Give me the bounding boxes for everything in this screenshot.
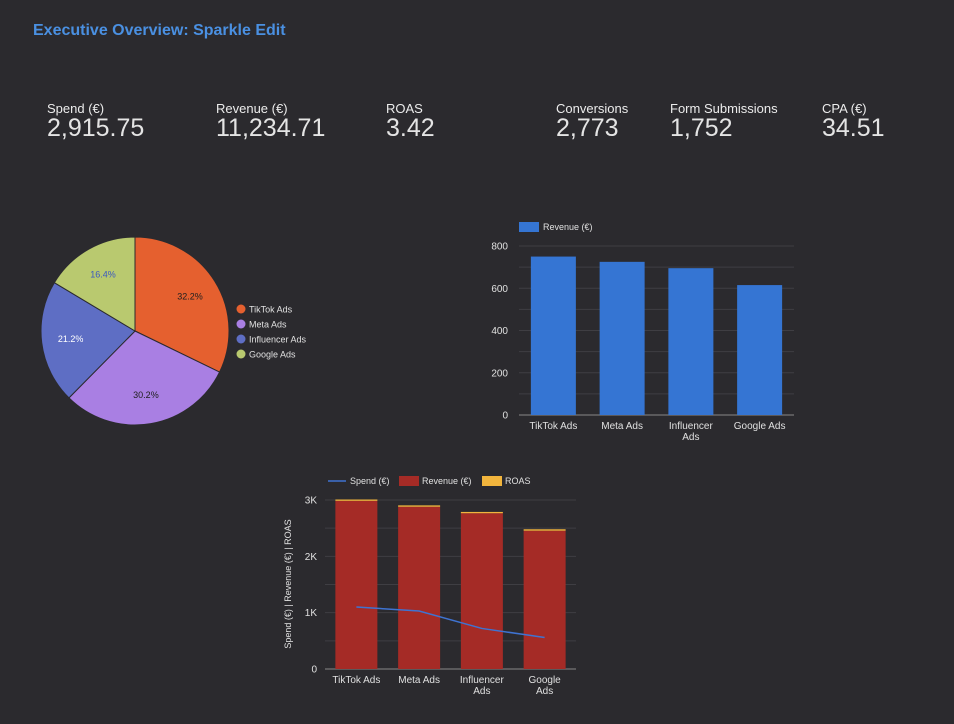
x-tick-label: Meta Ads bbox=[601, 421, 643, 432]
pie-legend-marker bbox=[236, 304, 246, 314]
x-tick-label: Influencer Ads bbox=[669, 421, 714, 443]
pie-legend-label: Influencer Ads bbox=[249, 335, 307, 345]
revenue-bar bbox=[398, 506, 441, 669]
kpi-label: Conversions bbox=[556, 101, 629, 116]
revenue-bar bbox=[523, 530, 566, 669]
x-tick-label: TikTok Ads bbox=[332, 675, 380, 686]
roas-bar bbox=[460, 511, 503, 514]
kpi-roas: ROAS 3.42 bbox=[386, 101, 435, 141]
y-tick-label: 0 bbox=[311, 665, 317, 676]
x-tick-label: Meta Ads bbox=[398, 675, 440, 686]
pie-slice-label: 21.2% bbox=[58, 334, 84, 344]
legend-label: ROAS bbox=[505, 476, 531, 486]
pie-legend-marker bbox=[236, 349, 246, 359]
kpi-label: Form Submissions bbox=[670, 101, 778, 116]
kpi-label: CPA (€) bbox=[822, 101, 867, 116]
revenue-bar bbox=[335, 500, 378, 669]
pie-legend-marker bbox=[236, 319, 246, 329]
kpi-label: Spend (€) bbox=[47, 101, 105, 116]
legend-label: Revenue (€) bbox=[543, 222, 593, 232]
legend-swatch bbox=[519, 222, 539, 232]
kpi-value: 1,752 bbox=[670, 114, 733, 142]
revenue-bar bbox=[460, 513, 503, 669]
kpi-value: 2,915.75 bbox=[47, 114, 145, 142]
y-tick-label: 800 bbox=[491, 242, 508, 253]
kpi-value: 34.51 bbox=[822, 114, 885, 142]
spend-line bbox=[356, 606, 545, 639]
bar bbox=[599, 261, 645, 415]
legend-swatch bbox=[482, 476, 502, 486]
pie-legend-label: Google Ads bbox=[249, 350, 296, 360]
roas-bar bbox=[335, 499, 378, 501]
pie-legend-label: TikTok Ads bbox=[249, 305, 293, 315]
x-tick-label: Google Ads bbox=[529, 675, 562, 697]
pie-legend-label: Meta Ads bbox=[249, 320, 287, 330]
legend-label: Spend (€) bbox=[350, 476, 390, 486]
x-tick-label: TikTok Ads bbox=[529, 421, 577, 432]
y-tick-label: 2K bbox=[305, 552, 318, 563]
kpi-revenue: Revenue (€) 11,234.71 bbox=[216, 101, 325, 141]
y-axis-label: Spend (€) | Revenue (€) | ROAS bbox=[283, 519, 293, 648]
y-tick-label: 200 bbox=[491, 368, 508, 379]
legend-swatch bbox=[399, 476, 419, 486]
kpi-label: ROAS bbox=[386, 101, 423, 116]
pie-slice bbox=[53, 236, 136, 332]
kpi-conversions: Conversions 2,773 bbox=[556, 101, 628, 141]
bar bbox=[737, 285, 783, 415]
pie-slice bbox=[40, 281, 136, 399]
legend-label: Revenue (€) bbox=[422, 476, 472, 486]
kpi-value: 2,773 bbox=[556, 114, 619, 142]
kpi-label: Revenue (€) bbox=[216, 101, 288, 116]
kpi-form-submissions: Form Submissions 1,752 bbox=[670, 101, 778, 141]
kpi-value: 3.42 bbox=[386, 114, 435, 142]
pie-slice-label: 32.2% bbox=[177, 292, 203, 302]
pie-slice-label: 30.2% bbox=[133, 390, 159, 400]
y-tick-label: 400 bbox=[491, 326, 508, 337]
kpi-spend: Spend (€) 2,915.75 bbox=[47, 101, 144, 141]
y-tick-label: 600 bbox=[491, 284, 508, 295]
y-tick-label: 3K bbox=[305, 496, 318, 507]
pie-slice-label: 16.4% bbox=[90, 270, 116, 280]
kpi-cpa: CPA (€) 34.51 bbox=[822, 101, 885, 141]
bar bbox=[668, 268, 714, 415]
kpi-value: 11,234.71 bbox=[216, 114, 326, 142]
bar bbox=[530, 256, 576, 415]
roas-bar bbox=[398, 505, 441, 507]
page-title: Executive Overview: Sparkle Edit bbox=[33, 22, 286, 39]
pie-slice bbox=[134, 236, 230, 373]
y-tick-label: 1K bbox=[305, 608, 318, 619]
x-tick-label: Google Ads bbox=[734, 421, 786, 432]
x-tick-label: Influencer Ads bbox=[460, 675, 505, 697]
pie-legend-marker bbox=[236, 334, 246, 344]
pie-slice bbox=[68, 330, 221, 426]
y-tick-label: 0 bbox=[502, 411, 508, 422]
roas-bar bbox=[523, 529, 566, 531]
